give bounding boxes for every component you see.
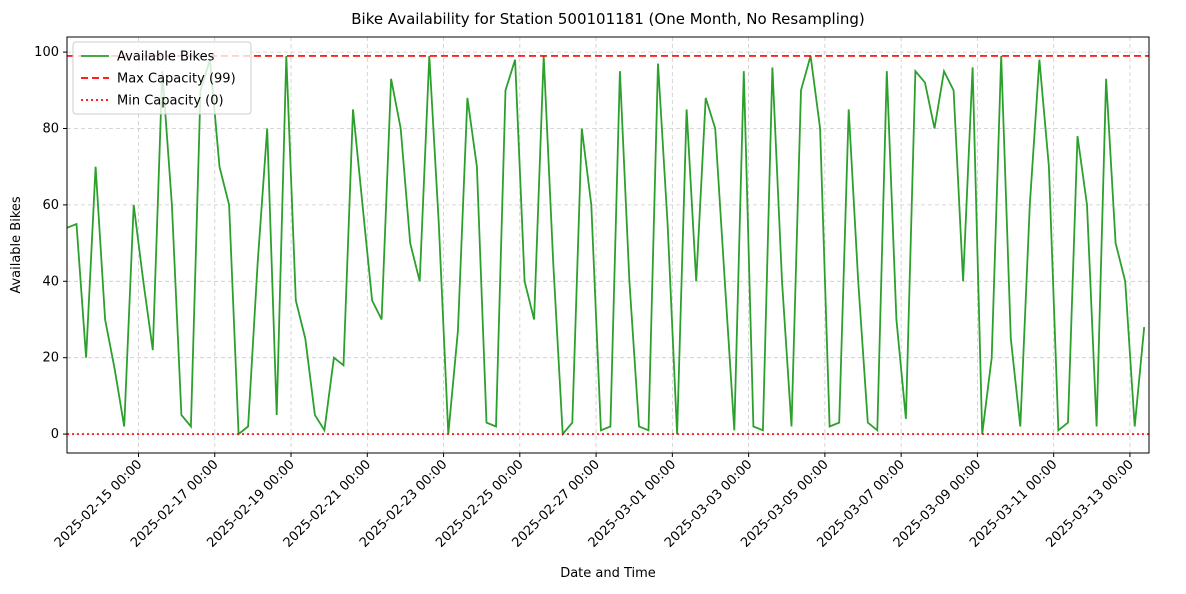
data-line: [66, 55, 1146, 437]
legend-label: Min Capacity (0): [117, 94, 224, 109]
x-tick-label: 2025-03-13 00:00: [1043, 457, 1136, 550]
y-tick-label: 40: [42, 274, 59, 289]
y-tick-label: 100: [34, 45, 59, 60]
x-axis-label: Date and Time: [560, 566, 656, 581]
legend-label: Available Bikes: [117, 50, 215, 65]
y-tick-label: 60: [42, 198, 59, 213]
y-tick-label: 80: [42, 121, 59, 136]
legend-box: [72, 41, 252, 115]
legend-label: Max Capacity (99): [117, 72, 236, 87]
y-tick-label: 0: [51, 427, 59, 442]
y-tick-label: 20: [42, 351, 59, 366]
plot-frame: [66, 36, 1150, 454]
chart-title: Bike Availability for Station 500101181 …: [351, 10, 865, 28]
y-axis-label: Available Bikes: [9, 196, 24, 294]
